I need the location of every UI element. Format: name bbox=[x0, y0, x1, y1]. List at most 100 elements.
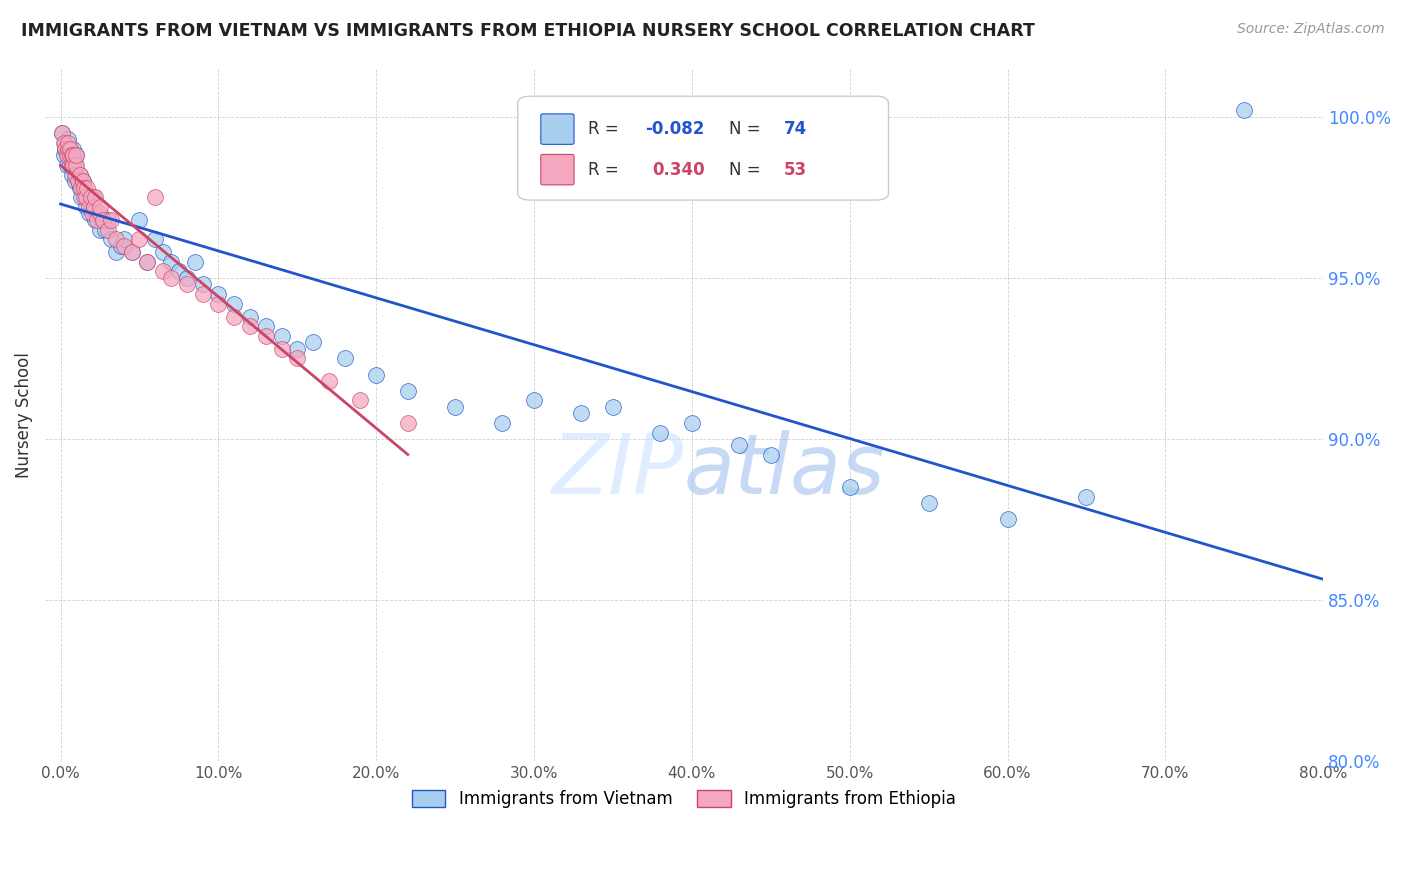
Point bbox=[285, 342, 308, 356]
Point bbox=[75, 190, 97, 204]
Point bbox=[62, 142, 84, 156]
Point bbox=[56, 148, 79, 162]
Point bbox=[77, 200, 100, 214]
Point bbox=[62, 158, 84, 172]
Point bbox=[65, 168, 87, 182]
Point bbox=[302, 335, 325, 350]
Point bbox=[59, 148, 82, 162]
Point bbox=[1233, 103, 1256, 118]
Point bbox=[136, 254, 159, 268]
Point bbox=[58, 142, 80, 156]
Point bbox=[84, 190, 107, 204]
Legend: Immigrants from Vietnam, Immigrants from Ethiopia: Immigrants from Vietnam, Immigrants from… bbox=[405, 783, 963, 815]
Point bbox=[270, 329, 292, 343]
Point bbox=[207, 296, 229, 310]
Point bbox=[650, 425, 672, 440]
Point bbox=[491, 416, 513, 430]
Point bbox=[82, 206, 104, 220]
Point bbox=[79, 190, 101, 204]
Point bbox=[62, 148, 84, 162]
Point bbox=[997, 512, 1019, 526]
Point bbox=[69, 180, 91, 194]
Point bbox=[128, 213, 150, 227]
Point bbox=[70, 190, 93, 204]
Point bbox=[83, 200, 105, 214]
FancyBboxPatch shape bbox=[541, 154, 574, 185]
Point bbox=[66, 174, 89, 188]
Point bbox=[152, 245, 174, 260]
Text: 0.340: 0.340 bbox=[652, 161, 704, 178]
Point bbox=[191, 287, 214, 301]
Point bbox=[523, 393, 546, 408]
Point bbox=[224, 310, 246, 324]
Point bbox=[207, 287, 229, 301]
Point bbox=[176, 277, 198, 292]
Point bbox=[224, 296, 246, 310]
Point bbox=[191, 277, 214, 292]
Text: Source: ZipAtlas.com: Source: ZipAtlas.com bbox=[1237, 22, 1385, 37]
Y-axis label: Nursery School: Nursery School bbox=[15, 351, 32, 478]
Point bbox=[56, 142, 79, 156]
FancyBboxPatch shape bbox=[517, 96, 889, 200]
Point bbox=[82, 200, 104, 214]
Point bbox=[53, 142, 76, 156]
Point bbox=[59, 142, 82, 156]
Point bbox=[65, 148, 87, 162]
Point bbox=[73, 190, 96, 204]
Point bbox=[254, 329, 277, 343]
Text: ZIP: ZIP bbox=[553, 430, 683, 511]
Point bbox=[77, 206, 100, 220]
Text: -0.082: -0.082 bbox=[645, 120, 704, 138]
Point bbox=[51, 126, 73, 140]
Point bbox=[681, 416, 703, 430]
Point bbox=[100, 232, 122, 246]
Point bbox=[270, 342, 292, 356]
Point bbox=[53, 142, 76, 156]
Point bbox=[160, 271, 183, 285]
Point bbox=[110, 238, 132, 252]
Point bbox=[143, 190, 166, 204]
Point bbox=[396, 416, 419, 430]
Point bbox=[152, 264, 174, 278]
Point bbox=[91, 213, 114, 227]
Point bbox=[167, 264, 190, 278]
Point bbox=[63, 174, 86, 188]
Point bbox=[89, 222, 111, 236]
Point bbox=[90, 213, 112, 227]
Text: atlas: atlas bbox=[683, 430, 886, 511]
Point bbox=[396, 384, 419, 398]
Point bbox=[917, 496, 939, 510]
Text: 53: 53 bbox=[783, 161, 807, 178]
Point bbox=[602, 400, 624, 414]
Point bbox=[136, 254, 159, 268]
Point bbox=[66, 174, 89, 188]
Point bbox=[239, 319, 262, 334]
Point bbox=[97, 213, 120, 227]
Point bbox=[84, 213, 107, 227]
Point bbox=[65, 148, 87, 162]
Point bbox=[59, 142, 82, 156]
Point bbox=[63, 168, 86, 182]
Point bbox=[728, 438, 751, 452]
Point bbox=[62, 158, 84, 172]
Point bbox=[72, 174, 94, 188]
Point bbox=[63, 158, 86, 172]
Point bbox=[58, 142, 80, 156]
Text: R =: R = bbox=[588, 120, 624, 138]
Text: N =: N = bbox=[728, 161, 766, 178]
Point bbox=[97, 222, 120, 236]
Point bbox=[60, 148, 83, 162]
Text: N =: N = bbox=[728, 120, 766, 138]
Point bbox=[128, 232, 150, 246]
Point bbox=[69, 168, 91, 182]
FancyBboxPatch shape bbox=[541, 114, 574, 145]
Point bbox=[58, 132, 80, 146]
Point bbox=[94, 222, 117, 236]
Point bbox=[143, 232, 166, 246]
Point bbox=[65, 158, 87, 172]
Point bbox=[52, 148, 75, 162]
Point bbox=[239, 310, 262, 324]
Point bbox=[1076, 490, 1098, 504]
Point bbox=[838, 480, 860, 494]
Point bbox=[73, 180, 96, 194]
